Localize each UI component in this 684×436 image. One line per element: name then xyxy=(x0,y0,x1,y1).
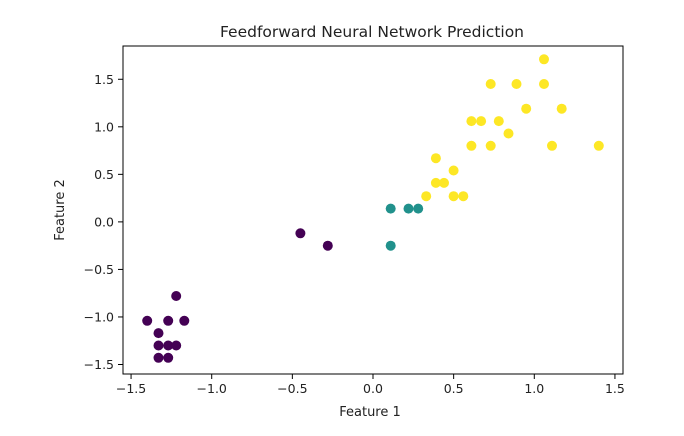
scatter-point xyxy=(403,203,414,214)
y-tick-label: −1.5 xyxy=(84,357,114,372)
scatter-point xyxy=(322,240,333,251)
scatter-point xyxy=(485,140,496,151)
x-tick-label: 0.0 xyxy=(363,381,383,396)
scatter-point xyxy=(503,128,514,139)
chart-title: Feedforward Neural Network Prediction xyxy=(220,23,524,41)
scatter-point xyxy=(458,191,469,202)
scatter-point xyxy=(142,315,153,326)
scatter-point xyxy=(476,116,487,127)
x-tick-label: −1.0 xyxy=(197,381,227,396)
plot-frame xyxy=(122,45,624,375)
scatter-point xyxy=(163,315,174,326)
scatter-point xyxy=(385,240,396,251)
x-tick-label: 1.5 xyxy=(605,381,625,396)
scatter-point xyxy=(547,140,557,151)
scatter-point xyxy=(163,352,174,363)
scatter-point xyxy=(539,79,549,89)
y-tick-label: 0.0 xyxy=(94,214,114,229)
scatter-point xyxy=(421,191,432,202)
scatter-point xyxy=(179,315,190,326)
y-tick-label: 1.5 xyxy=(94,72,114,87)
scatter-point xyxy=(511,79,522,89)
scatter-point xyxy=(448,191,459,202)
y-axis-label: Feature 2 xyxy=(53,179,68,241)
x-tick-label: −1.5 xyxy=(116,381,146,396)
x-tick-label: 0.5 xyxy=(444,381,464,396)
scatter-point xyxy=(171,340,182,351)
scatter-point xyxy=(385,203,396,214)
x-axis-label: Feature 1 xyxy=(339,405,401,420)
scatter-point xyxy=(466,116,477,127)
scatter-point xyxy=(593,140,604,151)
scatter-point xyxy=(430,153,441,164)
points-layer xyxy=(142,54,604,363)
scatter-point xyxy=(493,116,504,127)
scatter-point xyxy=(556,103,567,114)
scatter-point xyxy=(521,103,532,114)
scatter-point xyxy=(430,177,441,188)
scatter-point xyxy=(466,140,477,151)
scatter-point xyxy=(153,352,164,363)
scatter-point xyxy=(153,328,164,339)
y-tick-label: 1.0 xyxy=(94,119,114,134)
scatter-point xyxy=(153,340,164,351)
x-axis-ticks: −1.5 −1.0 −0.5 0.0 0.5 1.0 1.5 xyxy=(116,374,625,396)
scatter-point xyxy=(171,291,182,301)
scatter-point xyxy=(295,228,306,239)
scatter-point xyxy=(539,54,549,65)
scatter-point xyxy=(485,79,496,89)
scatter-point xyxy=(413,203,424,214)
y-tick-label: −0.5 xyxy=(84,262,114,277)
y-tick-label: 0.5 xyxy=(94,167,114,182)
x-tick-label: −0.5 xyxy=(277,381,307,396)
x-tick-label: 1.0 xyxy=(524,381,544,396)
scatter-point xyxy=(439,177,449,188)
scatter-point xyxy=(163,340,174,351)
y-tick-label: −1.0 xyxy=(84,309,114,324)
scatter-point xyxy=(448,165,459,176)
y-axis-ticks: −1.5 −1.0 −0.5 0.0 0.5 1.0 1.5 xyxy=(84,72,123,372)
